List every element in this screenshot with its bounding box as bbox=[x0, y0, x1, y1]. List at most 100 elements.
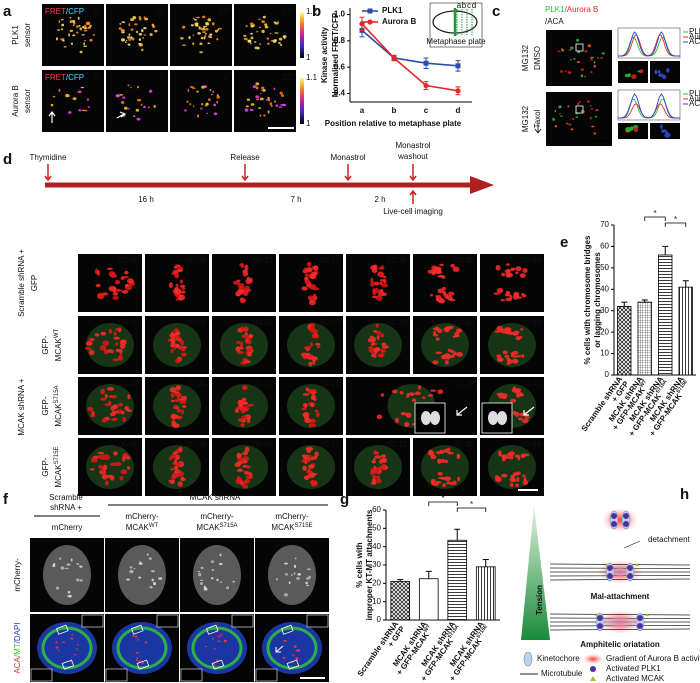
plk1 bbox=[597, 615, 603, 621]
microtubule bbox=[549, 563, 691, 566]
signal bbox=[310, 423, 316, 428]
signal bbox=[192, 17, 195, 20]
signal bbox=[243, 290, 249, 297]
micrograph bbox=[618, 123, 648, 139]
colorbar-tick: 1.1 bbox=[306, 73, 318, 82]
signal bbox=[120, 101, 125, 104]
cell-signal bbox=[118, 545, 166, 605]
signal bbox=[383, 275, 387, 279]
signal bbox=[128, 39, 132, 41]
signal bbox=[270, 105, 273, 107]
signal bbox=[516, 477, 520, 482]
signal bbox=[381, 342, 387, 346]
signal bbox=[310, 480, 316, 485]
spindle-signal bbox=[86, 445, 134, 489]
signal bbox=[143, 34, 147, 36]
signal bbox=[142, 37, 145, 39]
legend-label: ACA bbox=[689, 99, 700, 108]
label-text: MCAK bbox=[54, 464, 63, 488]
label-text: /Aurora B bbox=[565, 5, 599, 14]
signal bbox=[173, 465, 178, 471]
zoom-inset bbox=[231, 614, 254, 628]
legend-label: Aurora B bbox=[689, 94, 700, 103]
label: Scramble shRNA + bbox=[17, 249, 26, 317]
signal bbox=[180, 476, 185, 480]
signal bbox=[274, 22, 279, 25]
signal bbox=[315, 342, 321, 346]
signal bbox=[452, 335, 456, 338]
signal bbox=[568, 123, 572, 126]
signal bbox=[242, 405, 250, 411]
label-text: mCherry- bbox=[275, 512, 309, 521]
signal bbox=[584, 75, 587, 78]
profile-curve bbox=[618, 93, 680, 119]
error-bar bbox=[482, 559, 489, 567]
marker bbox=[423, 60, 429, 66]
signal bbox=[173, 346, 177, 350]
signal bbox=[236, 469, 244, 472]
mcak bbox=[635, 563, 639, 566]
label: Monastrol bbox=[395, 141, 430, 150]
signal bbox=[441, 286, 446, 291]
label-text: % cells with bbox=[355, 542, 364, 587]
signal bbox=[269, 32, 272, 35]
signal bbox=[519, 392, 523, 397]
signal bbox=[153, 105, 156, 108]
signal bbox=[498, 450, 502, 455]
arrow bbox=[523, 406, 535, 416]
signal bbox=[102, 454, 110, 461]
signal bbox=[83, 42, 85, 46]
x-tick-label: a bbox=[360, 106, 365, 115]
signal bbox=[112, 296, 119, 300]
signal bbox=[255, 82, 260, 86]
signal bbox=[195, 22, 199, 26]
micrograph bbox=[234, 70, 296, 132]
signal bbox=[312, 295, 318, 301]
signal bbox=[70, 637, 74, 640]
signal bbox=[100, 397, 107, 401]
signal bbox=[408, 392, 416, 395]
signal bbox=[76, 25, 79, 29]
signal bbox=[114, 280, 121, 285]
signal bbox=[178, 446, 183, 452]
time-stamp: 00:04 bbox=[186, 379, 207, 388]
signal bbox=[450, 264, 455, 268]
signal bbox=[151, 578, 155, 582]
signal bbox=[306, 261, 312, 267]
label: sensor bbox=[23, 23, 32, 47]
signal bbox=[376, 478, 382, 484]
signal bbox=[69, 29, 74, 33]
legend-label: PLK1 bbox=[382, 6, 403, 15]
signal bbox=[132, 115, 136, 117]
signal bbox=[568, 49, 573, 51]
mcak bbox=[605, 563, 609, 566]
signal bbox=[84, 39, 87, 42]
label-text: PLK1 bbox=[11, 25, 20, 45]
signal bbox=[283, 593, 288, 597]
signal bbox=[154, 29, 158, 33]
signal bbox=[57, 649, 60, 652]
signal bbox=[217, 640, 221, 643]
signal bbox=[380, 333, 385, 338]
signal bbox=[67, 590, 71, 594]
signal bbox=[314, 451, 319, 458]
signal bbox=[437, 389, 444, 395]
signal bbox=[521, 294, 527, 298]
roi bbox=[286, 659, 300, 670]
signal bbox=[173, 399, 179, 403]
signal bbox=[176, 269, 183, 273]
signal bbox=[235, 408, 240, 413]
y-tick-label: 20 bbox=[600, 327, 609, 336]
signal bbox=[186, 100, 189, 103]
signal bbox=[304, 418, 312, 424]
signal bbox=[452, 480, 457, 486]
signal bbox=[148, 557, 153, 560]
signal bbox=[243, 37, 248, 41]
signal bbox=[175, 283, 179, 288]
signal bbox=[174, 469, 181, 474]
signal bbox=[379, 281, 383, 286]
signal bbox=[590, 57, 593, 61]
signal bbox=[98, 292, 104, 298]
signal bbox=[250, 32, 254, 35]
signal bbox=[158, 577, 163, 580]
